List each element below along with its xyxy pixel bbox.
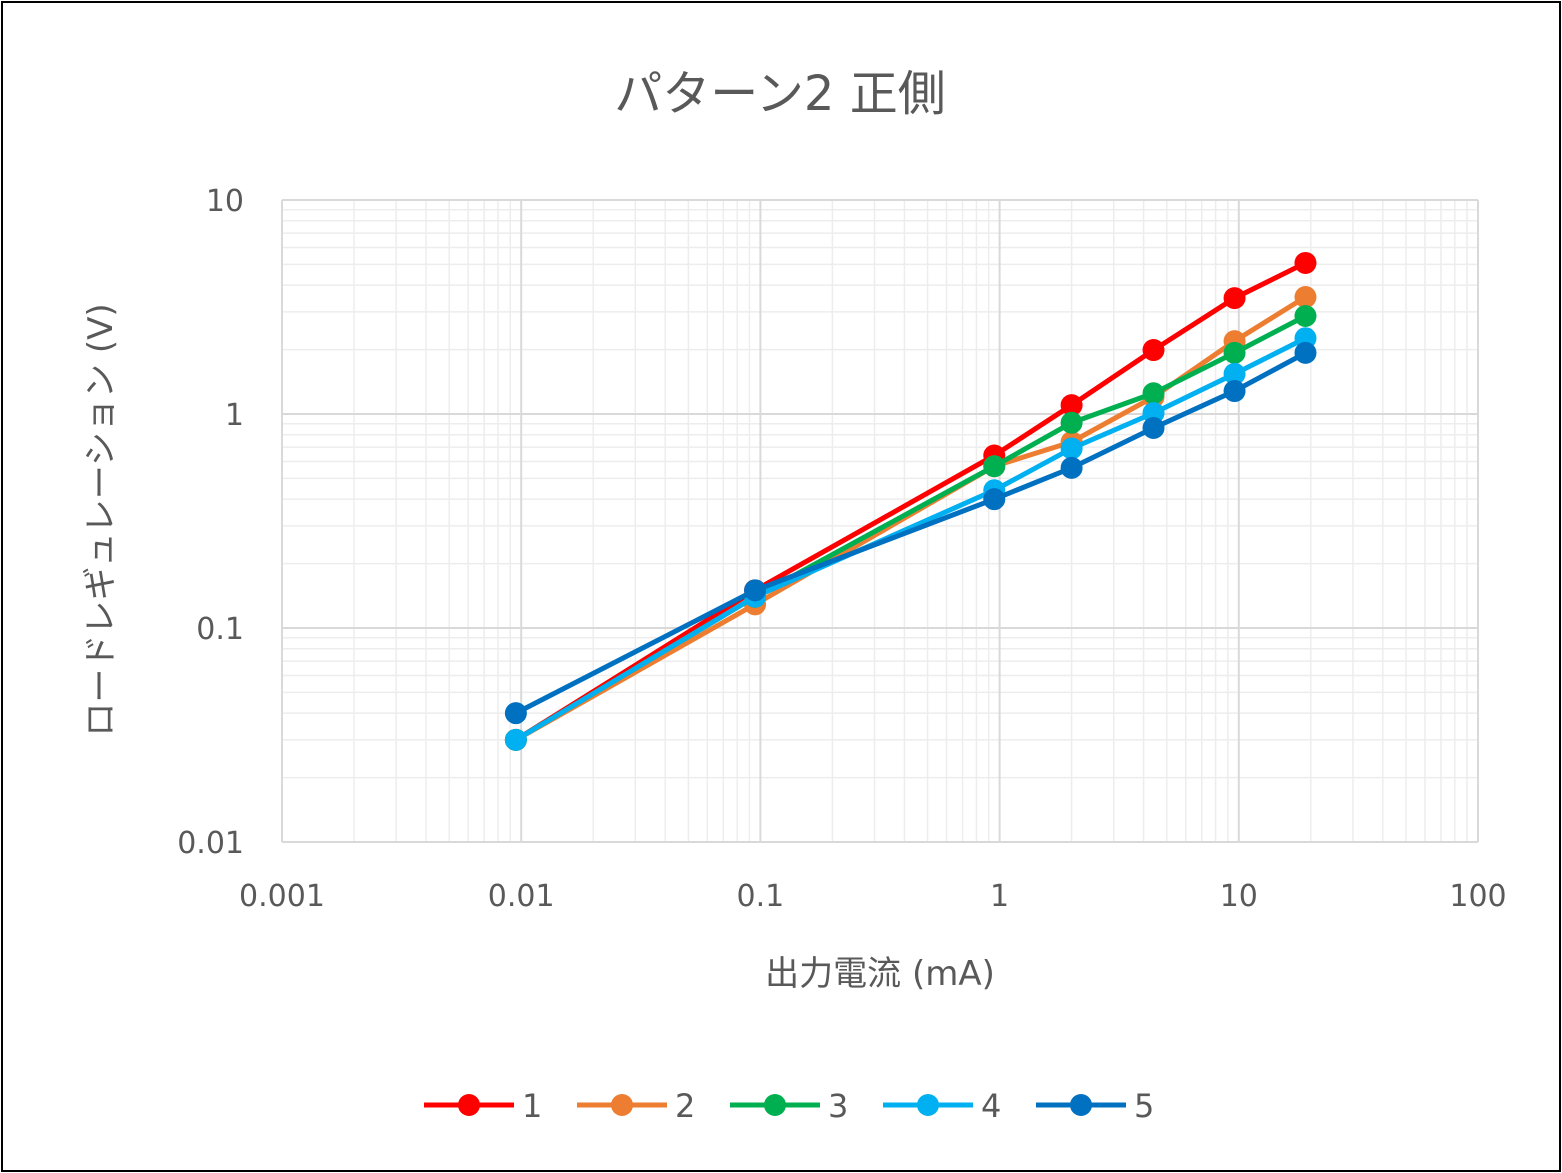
series-line: [514, 335, 1307, 743]
legend-label: 3: [828, 1087, 848, 1125]
series-2: [504, 286, 1317, 751]
data-point: [983, 455, 1006, 478]
x-tick-label: 1: [990, 879, 1009, 914]
series-4: [504, 327, 1317, 751]
legend-item-5: 5: [1036, 1087, 1154, 1125]
data-point: [1223, 362, 1246, 385]
data-point: [1060, 411, 1083, 434]
data-point: [983, 488, 1006, 511]
legend-item-2: 2: [577, 1087, 695, 1125]
data-point: [1060, 394, 1083, 417]
legend-item-3: 3: [730, 1087, 848, 1125]
series-line: [514, 350, 1307, 716]
legend-marker: [611, 1094, 633, 1116]
legend-item-4: 4: [883, 1087, 1001, 1125]
y-tick-label: 1: [225, 398, 244, 433]
series-line: [514, 294, 1307, 743]
y-axis-title: ロードレギュレーション (V): [81, 303, 121, 736]
series-group: [504, 251, 1317, 751]
chart-title: パターン2 正側: [614, 66, 945, 122]
legend-marker: [1070, 1094, 1092, 1116]
data-point: [504, 728, 527, 751]
data-point: [1294, 341, 1317, 364]
legend-marker: [764, 1094, 786, 1116]
data-point: [1223, 380, 1246, 403]
data-point: [1142, 339, 1165, 362]
gridlines: [281, 199, 1479, 843]
data-point: [1294, 286, 1317, 309]
data-point: [1223, 287, 1246, 310]
x-tick-label: 10: [1220, 879, 1258, 914]
legend-marker: [458, 1094, 480, 1116]
x-axis-title: 出力電流 (mA): [765, 954, 995, 994]
tick-labels: 0.001 0.01 0.1 1 10 100 0.01 0.1 1 10: [177, 184, 1506, 914]
legend-item-1: 1: [424, 1087, 542, 1125]
data-point: [1294, 305, 1317, 328]
data-point: [1060, 437, 1083, 460]
x-tick-label: 0.1: [737, 879, 785, 914]
y-tick-label: 0.1: [196, 612, 244, 647]
data-point: [1223, 341, 1246, 364]
data-point: [504, 702, 527, 725]
x-tick-label: 100: [1449, 879, 1506, 914]
x-tick-label: 0.01: [488, 879, 555, 914]
legend-marker: [917, 1094, 939, 1116]
legend-label: 5: [1134, 1087, 1154, 1125]
legend-label: 2: [675, 1087, 695, 1125]
data-point: [1294, 251, 1317, 274]
legend-label: 4: [981, 1087, 1001, 1125]
series-5: [504, 341, 1317, 725]
y-tick-label: 0.01: [177, 826, 244, 861]
data-point: [744, 579, 767, 602]
data-point: [1060, 456, 1083, 479]
data-point: [1142, 417, 1165, 440]
x-tick-label: 0.001: [239, 879, 325, 914]
legend: 1 2 3 4 5: [424, 1087, 1154, 1125]
y-tick-label: 10: [206, 184, 244, 219]
legend-label: 1: [522, 1087, 542, 1125]
data-point: [1142, 382, 1165, 405]
